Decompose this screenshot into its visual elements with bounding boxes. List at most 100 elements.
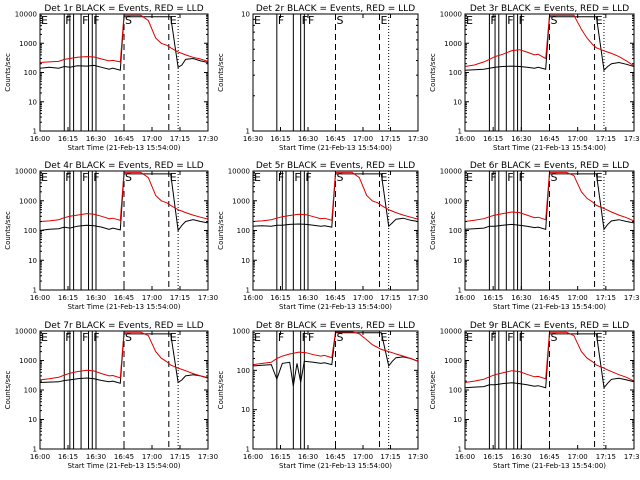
x-tick-label-3-2: 16:15 bbox=[483, 135, 503, 143]
marker-label-6-1: E bbox=[466, 171, 473, 184]
panel-title-5: Det 5r BLACK = Events, RED = LLD bbox=[256, 161, 415, 171]
x-tick-label-4-3: 16:30 bbox=[86, 294, 106, 302]
x-tick-label-9-6: 17:15 bbox=[596, 453, 616, 461]
y-axis-label-9: Counts/sec bbox=[429, 371, 437, 410]
panel-det-7: 1 10 100 1000 10000 16:00 16:15 16:30 16:45 17:00… bbox=[4, 321, 218, 470]
x-tick-label-5-1: 16:00 bbox=[243, 294, 263, 302]
x-axis-label-7: Start Time (21-Feb-13 15:54:00) bbox=[67, 462, 180, 470]
marker-label-4-2: F bbox=[65, 171, 71, 184]
y-tick-label-6-2: 10 bbox=[453, 257, 462, 265]
x-tick-label-8-7: 17:30 bbox=[408, 453, 428, 461]
x-tick-label-9-1: 16:00 bbox=[455, 453, 475, 461]
panel-det-4: 1 10 100 1000 10000 16:00 16:15 16:30 16:45 17:00… bbox=[4, 161, 218, 311]
x-axis-label-3: Start Time (21-Feb-13 15:54:00) bbox=[493, 144, 606, 152]
y-tick-label-7-2: 10 bbox=[28, 416, 37, 424]
x-tick-label-4-4: 16:45 bbox=[114, 294, 134, 302]
y-axis-label-6: Counts/sec bbox=[429, 211, 437, 250]
panel-title-6: Det 6r BLACK = Events, RED = LLD bbox=[470, 161, 629, 171]
x-tick-label-1-4: 16:45 bbox=[114, 135, 134, 143]
x-tick-label-2-6: 17:15 bbox=[380, 135, 400, 143]
x-tick-label-2-7: 17:30 bbox=[408, 135, 428, 143]
y-tick-label-3-2: 10 bbox=[453, 98, 462, 106]
marker-label-9-1: E bbox=[466, 331, 473, 344]
x-tick-label-6-4: 16:45 bbox=[539, 294, 559, 302]
marker-label-5-2: F bbox=[278, 171, 284, 184]
marker-label-1-1: E bbox=[41, 14, 48, 27]
marker-label-6-2: F bbox=[490, 171, 496, 184]
marker-label-6-4: F bbox=[519, 171, 525, 184]
x-tick-label-3-5: 17:00 bbox=[568, 135, 588, 143]
x-tick-label-3-6: 17:15 bbox=[596, 135, 616, 143]
marker-label-4-4: F bbox=[93, 171, 99, 184]
x-tick-label-4-2: 16:15 bbox=[58, 294, 78, 302]
x-tick-label-6-6: 17:15 bbox=[596, 294, 616, 302]
x-tick-label-2-5: 17:00 bbox=[353, 135, 373, 143]
marker-label-6-5: S bbox=[551, 171, 558, 184]
y-tick-label-9-5: 10000 bbox=[440, 328, 462, 336]
x-tick-label-8-2: 16:15 bbox=[270, 453, 290, 461]
marker-label-2-3: FF bbox=[302, 14, 315, 27]
x-tick-label-8-4: 16:45 bbox=[325, 453, 345, 461]
marker-label-4-5: S bbox=[125, 171, 132, 184]
y-tick-label-5-4: 1000 bbox=[232, 197, 250, 205]
y-tick-label-7-4: 1000 bbox=[19, 357, 37, 365]
marker-label-8-5: E bbox=[381, 331, 388, 344]
x-tick-label-7-4: 16:45 bbox=[114, 453, 134, 461]
marker-label-3-2: F bbox=[490, 14, 496, 27]
marker-label-5-3: F bbox=[294, 171, 300, 184]
x-tick-label-2-3: 16:30 bbox=[298, 135, 318, 143]
marker-label-9-3: F bbox=[507, 331, 513, 344]
x-tick-label-3-4: 16:45 bbox=[539, 135, 559, 143]
x-tick-label-9-7: 17:30 bbox=[624, 453, 640, 461]
y-tick-label-8-3: 100 bbox=[237, 367, 250, 375]
x-tick-label-4-6: 17:15 bbox=[170, 294, 190, 302]
x-tick-label-1-5: 17:00 bbox=[142, 135, 162, 143]
x-axis-label-9: Start Time (21-Feb-13 15:54:00) bbox=[493, 462, 606, 470]
x-tick-label-1-6: 17:15 bbox=[170, 135, 190, 143]
y-tick-label-5-3: 100 bbox=[237, 227, 250, 235]
x-tick-label-6-1: 16:00 bbox=[455, 294, 475, 302]
panel-det-3: 1 10 100 1000 10000 16:00 16:15 16:30 16:45 17:00… bbox=[429, 4, 640, 152]
y-tick-label-2-2: 10 bbox=[241, 11, 250, 19]
y-tick-label-6-3: 100 bbox=[449, 227, 462, 235]
y-tick-label-7-1: 1 bbox=[33, 446, 37, 454]
y-tick-label-3-5: 10000 bbox=[440, 11, 462, 19]
marker-label-2-1: E bbox=[254, 14, 261, 27]
x-tick-label-5-4: 16:45 bbox=[325, 294, 345, 302]
y-tick-label-1-1: 1 bbox=[33, 128, 37, 136]
x-tick-label-8-3: 16:30 bbox=[298, 453, 318, 461]
y-tick-label-2-1: 1 bbox=[246, 128, 250, 136]
panel-det-2: 1 10 16:30 16:15 16:30 16:45 17:00 17:15 17:30 E F… bbox=[217, 4, 428, 152]
y-tick-label-9-4: 1000 bbox=[444, 357, 462, 365]
marker-label-9-4: F bbox=[519, 331, 525, 344]
x-tick-label-6-3: 16:30 bbox=[511, 294, 531, 302]
x-tick-label-4-5: 17:00 bbox=[142, 294, 162, 302]
x-tick-label-2-2: 16:15 bbox=[270, 135, 290, 143]
y-tick-label-3-1: 1 bbox=[458, 128, 462, 136]
x-axis-label-2: Start Time (21-Feb-13 15:54:00) bbox=[279, 144, 392, 152]
y-tick-label-8-4: 1000 bbox=[232, 328, 250, 336]
x-tick-label-3-7: 17:30 bbox=[624, 135, 640, 143]
x-axis-label-1: Start Time (21-Feb-13 15:54:00) bbox=[67, 144, 180, 152]
y-tick-label-1-3: 100 bbox=[24, 69, 37, 77]
y-axis-label-3: Counts/sec bbox=[429, 53, 437, 92]
x-tick-label-7-5: 17:00 bbox=[142, 453, 162, 461]
x-tick-label-2-1: 16:30 bbox=[243, 135, 263, 143]
marker-label-7-5: S bbox=[125, 331, 132, 344]
x-tick-label-9-2: 16:15 bbox=[483, 453, 503, 461]
x-tick-label-6-2: 16:15 bbox=[483, 294, 503, 302]
y-tick-label-5-5: 10000 bbox=[228, 168, 250, 176]
x-tick-label-5-2: 16:15 bbox=[270, 294, 290, 302]
marker-label-2-5: E bbox=[381, 14, 388, 27]
panel-det-9: 1 10 100 1000 10000 16:00 16:15 16:30 16:45 17:00… bbox=[429, 321, 640, 470]
plot-frame-2 bbox=[252, 13, 419, 132]
y-tick-label-5-2: 10 bbox=[241, 257, 250, 265]
panel-det-8: 1 10 100 1000 16:00 16:15 16:30 16:45 17:00 17:15… bbox=[217, 321, 428, 470]
panel-title-7: Det 7r BLACK = Events, RED = LLD bbox=[44, 321, 203, 331]
y-axis-label-5: Counts/sec bbox=[217, 211, 225, 250]
marker-label-8-2: F bbox=[278, 331, 284, 344]
marker-label-6-3: F bbox=[507, 171, 513, 184]
y-tick-label-4-2: 10 bbox=[28, 257, 37, 265]
marker-label-6-6: E bbox=[596, 171, 603, 184]
x-tick-label-8-6: 17:15 bbox=[380, 453, 400, 461]
